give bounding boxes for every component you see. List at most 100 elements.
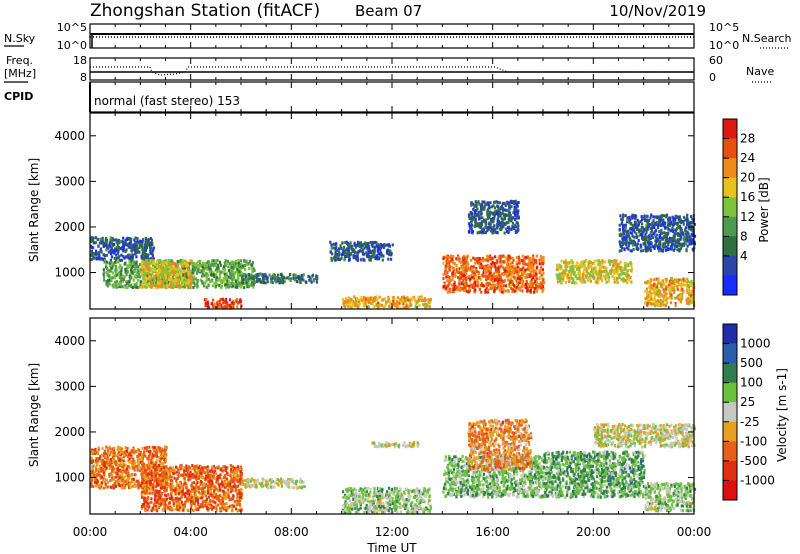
power-cell (455, 268, 458, 272)
power-cell (447, 264, 450, 268)
power-cell (196, 282, 199, 286)
power-cell (613, 259, 616, 263)
power-cell (483, 268, 486, 272)
power-cell (123, 275, 127, 279)
power-cell (660, 283, 664, 287)
velocity-cell (104, 463, 107, 467)
power-cell (346, 242, 349, 245)
power-cell (241, 266, 244, 270)
power-cell (523, 271, 526, 275)
power-cell (497, 209, 500, 212)
power-cell (669, 281, 672, 285)
power-cell (99, 249, 102, 253)
power-cell (572, 277, 575, 281)
power-cell (646, 214, 649, 218)
power-cell (504, 208, 507, 212)
power-cell (385, 300, 388, 304)
power-cell (644, 218, 647, 222)
power-cell (239, 267, 242, 271)
power-cell (499, 213, 502, 217)
power-cell (442, 286, 445, 290)
power-cell (630, 222, 633, 225)
power-cell (146, 284, 149, 288)
power-cell (629, 261, 632, 264)
power-cell (213, 262, 216, 266)
power-cell (373, 305, 376, 308)
power-cell (335, 252, 338, 256)
power-cell (579, 271, 582, 275)
power-cell (649, 281, 652, 285)
power-cell (212, 264, 215, 268)
power-cell (168, 275, 171, 279)
power-cell (111, 283, 114, 287)
power-cell (667, 224, 670, 227)
power-cell (387, 257, 390, 261)
power-cell (151, 284, 154, 288)
power-cell (676, 227, 679, 231)
power-cell (674, 302, 677, 305)
power-cell (669, 216, 672, 220)
power-cell (631, 267, 634, 271)
power-cell (388, 304, 391, 308)
power-cell (625, 246, 629, 250)
power-cell (342, 248, 345, 252)
power-cell (113, 283, 116, 287)
power-cell (448, 265, 451, 269)
velocity-cell (106, 481, 110, 484)
power-cell (150, 285, 153, 289)
power-cell (494, 264, 497, 268)
power-cell (616, 272, 619, 276)
power-cell (515, 270, 519, 274)
power-cell (571, 264, 574, 268)
power-cell (495, 231, 499, 235)
velocity-cell (97, 459, 100, 463)
power-cell (634, 226, 637, 230)
power-cell (143, 243, 147, 247)
power-cell (508, 257, 511, 261)
power-cell (462, 259, 465, 262)
power-cell (611, 267, 614, 270)
power-cell (672, 234, 675, 238)
power-cell (585, 270, 588, 273)
power-cell (509, 281, 512, 285)
power-cell (657, 279, 660, 283)
power-cell (473, 271, 476, 275)
power-cell (492, 264, 495, 268)
power-cell (568, 279, 571, 283)
power-cell (561, 274, 564, 278)
power-cell (97, 244, 100, 248)
power-cell (572, 267, 575, 271)
power-cell (500, 272, 503, 276)
power-cell (497, 207, 500, 211)
power-cell (489, 276, 492, 280)
power-cell (480, 290, 483, 294)
power-cell (508, 215, 511, 219)
sky-left-tick-bottom: 10^0 (57, 39, 87, 52)
power-cell (689, 283, 692, 286)
power-cell (679, 226, 682, 230)
power-cell (224, 305, 227, 309)
power-cell (600, 277, 603, 281)
power-cell (146, 268, 149, 272)
power-cell (642, 249, 645, 253)
power-cell (673, 234, 677, 238)
nave-right-tick-top: 60 (709, 54, 723, 67)
power-cell (353, 241, 356, 245)
power-cell (677, 283, 681, 287)
power-cell (132, 278, 135, 282)
power-cell (632, 215, 635, 218)
power-cell (217, 269, 220, 273)
power-cell (525, 280, 528, 283)
power-cell (540, 259, 543, 263)
power-cell (224, 297, 228, 301)
power-cell (673, 290, 676, 294)
power-cell (348, 301, 351, 305)
power-cell (675, 280, 678, 284)
velocity-cell (165, 453, 168, 457)
power-cell (464, 277, 467, 280)
power-cell (665, 287, 668, 291)
power-cell (395, 300, 399, 303)
power-cell (521, 284, 524, 288)
power-cell (493, 288, 496, 292)
power-cell (572, 272, 575, 276)
